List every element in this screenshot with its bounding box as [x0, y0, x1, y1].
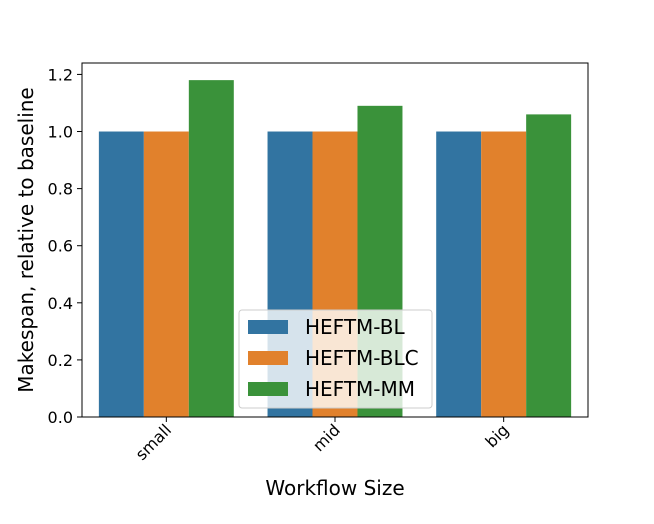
y-tick-label: 1.0	[48, 123, 73, 142]
x-axis: small mid big	[132, 417, 513, 464]
x-tick-label-mid: mid	[309, 420, 344, 455]
legend: HEFTM-BL HEFTM-BLC HEFTM-MM	[238, 309, 433, 409]
legend-label-heftm-bl: HEFTM-BL	[305, 315, 406, 339]
y-tick-label: 0.2	[48, 351, 73, 370]
legend-label-heftm-blc: HEFTM-BLC	[305, 346, 419, 370]
y-axis: 0.0 0.2 0.4 0.6 0.8 1.0 1.2	[48, 65, 82, 427]
x-tick-label-big: big	[482, 420, 513, 451]
bar-heftm-bl-big	[436, 131, 482, 418]
x-axis-label: Workflow Size	[265, 476, 404, 500]
x-tick-label-small: small	[132, 420, 176, 464]
bar-heftm-bl-small	[98, 131, 144, 418]
y-tick-label: 1.2	[48, 65, 73, 84]
bar-heftm-mm-big	[526, 114, 572, 418]
legend-swatch-heftm-blc	[248, 351, 288, 365]
legend-label-heftm-mm: HEFTM-MM	[305, 377, 415, 401]
y-tick-label: 0.4	[48, 294, 73, 313]
y-axis-label: Makespan, relative to baseline	[14, 87, 38, 392]
bar-heftm-blc-small	[143, 131, 189, 418]
legend-swatch-heftm-bl	[248, 320, 288, 334]
legend-swatch-heftm-mm	[248, 382, 288, 396]
bar-heftm-blc-big	[481, 131, 527, 418]
y-tick-label: 0.6	[48, 237, 73, 256]
y-tick-label: 0.0	[48, 408, 73, 427]
bar-heftm-mm-small	[188, 80, 234, 418]
plot-frame	[81, 62, 589, 418]
y-tick-label: 0.8	[48, 180, 73, 199]
